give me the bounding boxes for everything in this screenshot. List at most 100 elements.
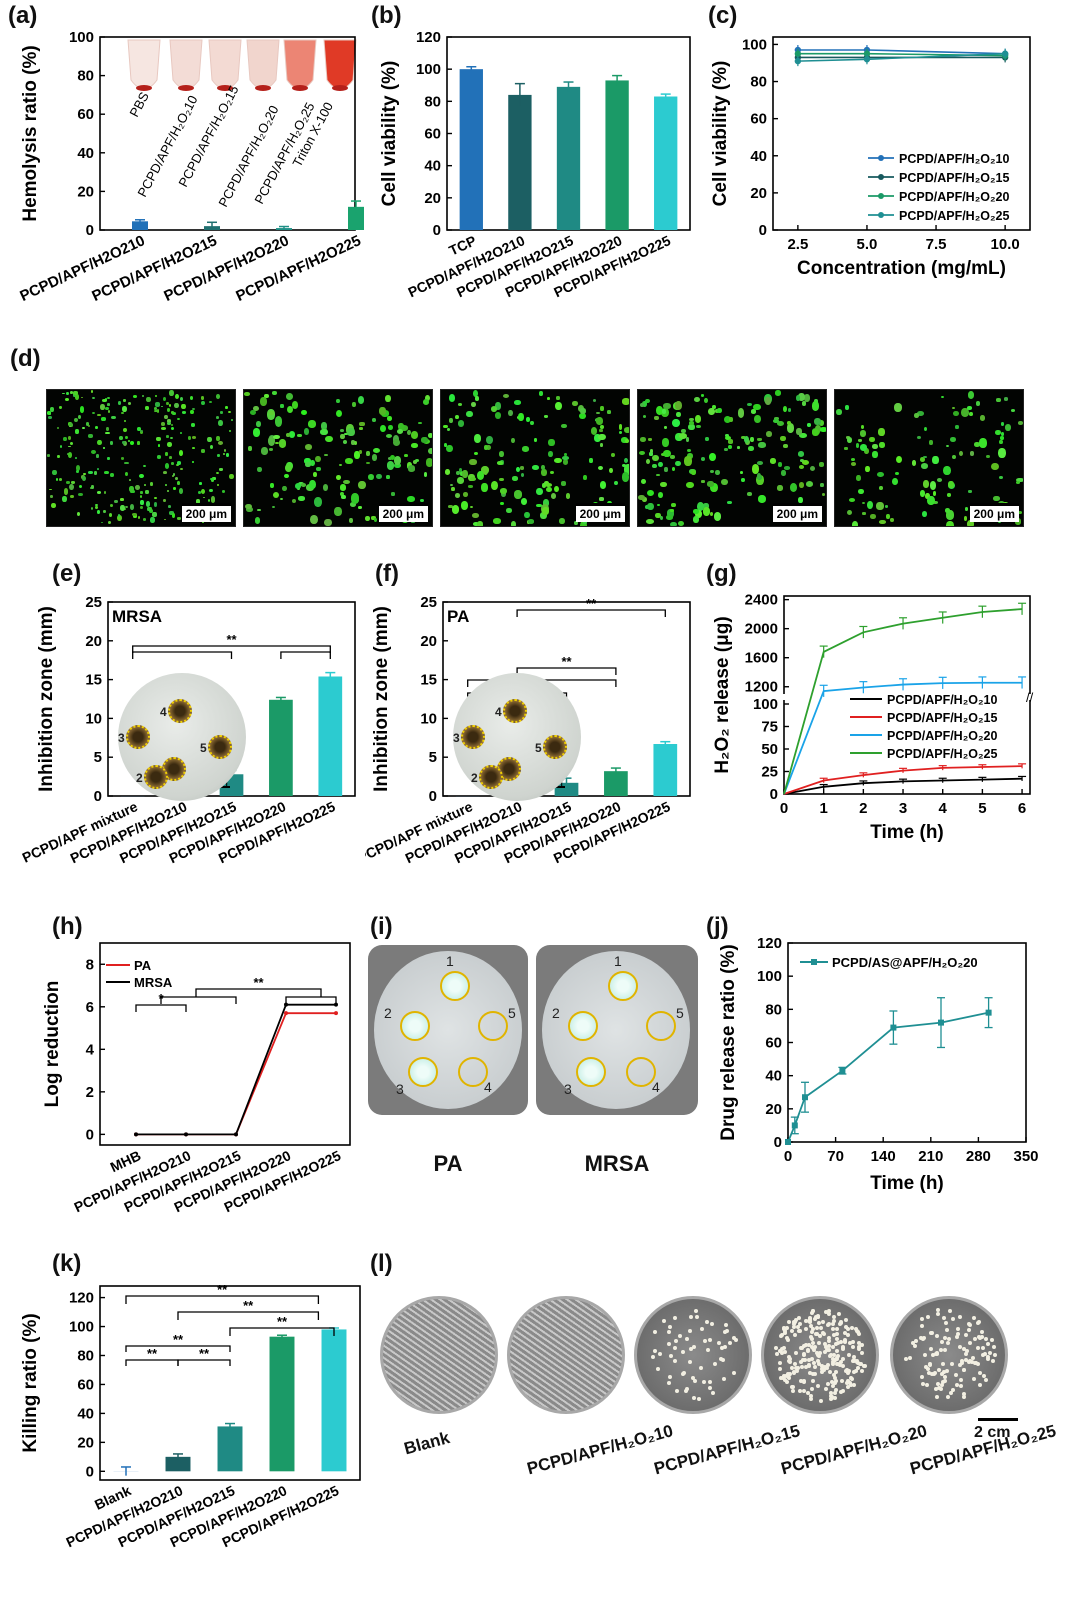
cell	[256, 421, 261, 427]
cell	[172, 513, 176, 518]
cell	[48, 416, 51, 419]
cell	[564, 453, 567, 456]
cell	[217, 484, 220, 486]
cell	[955, 425, 959, 429]
bacterial-colony	[844, 1318, 848, 1322]
cell	[657, 504, 660, 506]
panel-label-k: (k)	[52, 1250, 81, 1278]
y-tick-label: 120	[757, 935, 782, 952]
data-point	[234, 1132, 238, 1136]
y-tick-label: 40	[77, 145, 94, 162]
data-point	[284, 1003, 288, 1007]
cell	[930, 481, 937, 490]
cell	[261, 447, 268, 455]
cell	[599, 429, 603, 431]
x-category-label: PCPD/APF/H2O210	[17, 232, 147, 305]
cell	[861, 425, 865, 429]
legend-label: PCPD/APF/H₂O₂15	[899, 171, 1009, 185]
cell	[78, 493, 83, 496]
cell	[770, 458, 776, 463]
cell	[180, 397, 183, 401]
cell	[705, 437, 708, 441]
cell	[852, 521, 858, 527]
cell	[272, 391, 277, 395]
cell	[81, 397, 83, 399]
cell	[388, 425, 393, 430]
bacterial-colony	[946, 1341, 950, 1345]
cell	[103, 510, 106, 513]
panel-label-c: (c)	[708, 2, 737, 30]
x-category-label: PCPD/APF/H2O215	[89, 232, 219, 305]
cell	[451, 487, 454, 491]
cell	[724, 448, 727, 451]
cell	[991, 463, 999, 471]
cell	[766, 431, 772, 437]
cell	[865, 466, 870, 472]
cell	[923, 480, 929, 487]
bacterial-colony	[935, 1395, 939, 1399]
bacterial-colony	[819, 1399, 823, 1403]
bacterial-colony	[780, 1333, 784, 1337]
cell	[207, 437, 211, 442]
bacterial-colony	[658, 1352, 662, 1356]
bacterial-colony	[708, 1338, 712, 1342]
y-axis-label: Hemolysis ratio (%)	[20, 45, 41, 221]
cell	[1005, 424, 1011, 431]
cell	[639, 451, 645, 455]
y-tick-label: 100	[69, 1319, 94, 1336]
cell	[696, 425, 701, 428]
cell	[124, 420, 126, 422]
cell	[358, 481, 365, 489]
cell	[491, 406, 498, 412]
cell	[541, 465, 545, 470]
cell	[175, 394, 179, 400]
y-tick-label: 80	[750, 74, 767, 91]
cell	[104, 471, 109, 474]
cell	[376, 474, 382, 480]
inhibition-well-number: 3	[453, 731, 460, 745]
bacterial-colony	[813, 1365, 817, 1369]
cell	[82, 476, 86, 482]
cell	[167, 408, 170, 412]
cell	[94, 471, 97, 474]
bacterial-colony	[790, 1366, 794, 1370]
bacterial-colony	[797, 1329, 801, 1333]
cell	[244, 392, 250, 396]
cell	[844, 447, 847, 449]
bacterial-colony	[844, 1325, 848, 1329]
y-tick-label: 0	[86, 1463, 94, 1480]
cell	[415, 459, 419, 462]
panel-label-f: (f)	[375, 560, 399, 588]
agar-well	[646, 1011, 676, 1041]
cell	[858, 489, 864, 494]
cell	[551, 493, 556, 499]
bacterial-colony	[850, 1326, 854, 1330]
cell	[968, 391, 974, 399]
cell	[856, 443, 860, 448]
y-tick-label: 0	[86, 222, 94, 239]
plot-frame	[100, 943, 350, 1145]
cell	[937, 478, 943, 482]
y-tick-label: 0	[94, 788, 102, 805]
bacterial-colony	[841, 1346, 845, 1350]
cell	[652, 464, 657, 468]
bacterial-colony	[811, 1372, 815, 1376]
cell	[198, 491, 201, 494]
cell	[226, 453, 229, 457]
cell	[49, 489, 51, 491]
y-axis-label: Inhibition zone (mm)	[371, 606, 392, 792]
agar-well-number: 4	[484, 1079, 492, 1095]
x-tick-label: 210	[918, 1148, 943, 1165]
y-tick-label: 80	[77, 1347, 94, 1364]
cell	[753, 404, 760, 411]
bacterial-colony	[968, 1341, 972, 1345]
fluorescence-image: PCPD/APF/H₂O₂15200 μm	[440, 389, 630, 527]
bacterial-colony	[828, 1370, 832, 1374]
x-tick-label: 280	[966, 1148, 991, 1165]
cell	[428, 448, 433, 455]
bacterial-colony	[852, 1370, 856, 1374]
cell	[229, 430, 231, 433]
cell	[124, 462, 129, 465]
